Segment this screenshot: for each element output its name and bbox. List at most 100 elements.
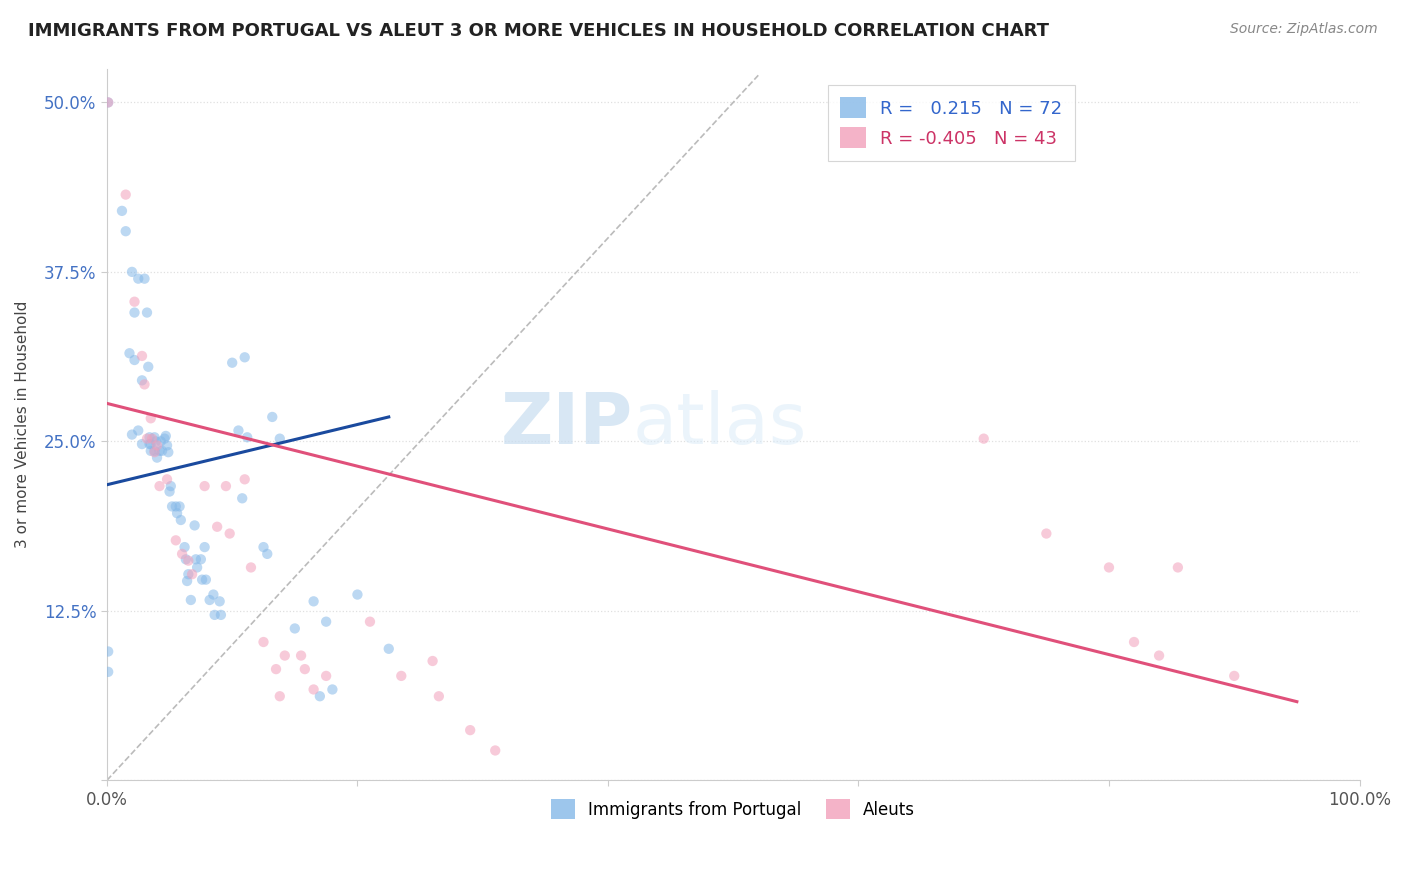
Point	[165, 533, 187, 548]
Point	[191, 573, 214, 587]
Point	[346, 588, 368, 602]
Point	[236, 430, 259, 444]
Point	[143, 443, 166, 458]
Point	[124, 305, 146, 319]
Point	[127, 424, 149, 438]
Point	[252, 635, 274, 649]
Point	[124, 353, 146, 368]
Point	[131, 349, 153, 363]
Point	[190, 552, 212, 566]
Point	[321, 682, 343, 697]
Point	[150, 443, 173, 458]
Point	[183, 518, 205, 533]
Point	[389, 669, 412, 683]
Point	[134, 377, 156, 392]
Point	[97, 95, 120, 110]
Point	[186, 560, 208, 574]
Point	[290, 648, 312, 663]
Point	[1167, 560, 1189, 574]
Y-axis label: 3 or more Vehicles in Household: 3 or more Vehicles in Household	[15, 301, 30, 548]
Point	[458, 723, 481, 738]
Point	[155, 429, 177, 443]
Point	[131, 437, 153, 451]
Point	[114, 187, 136, 202]
Point	[240, 560, 263, 574]
Point	[1223, 669, 1246, 683]
Point	[97, 95, 120, 110]
Point	[427, 690, 450, 704]
Point	[136, 305, 159, 319]
Point	[131, 373, 153, 387]
Point	[159, 484, 181, 499]
Point	[484, 743, 506, 757]
Point	[127, 271, 149, 285]
Point	[156, 472, 179, 486]
Point	[973, 432, 995, 446]
Point	[114, 224, 136, 238]
Point	[198, 593, 221, 607]
Point	[269, 690, 291, 704]
Point	[180, 593, 202, 607]
Point	[118, 346, 141, 360]
Point	[264, 662, 287, 676]
Point	[205, 520, 228, 534]
Point	[138, 430, 160, 444]
Point	[156, 438, 179, 452]
Point	[134, 271, 156, 285]
Point	[1147, 648, 1170, 663]
Point	[136, 432, 159, 446]
Point	[177, 554, 200, 568]
Point	[141, 432, 163, 446]
Point	[233, 351, 256, 365]
Point	[148, 443, 170, 458]
Point	[172, 547, 194, 561]
Point	[139, 411, 162, 425]
Text: Source: ZipAtlas.com: Source: ZipAtlas.com	[1230, 22, 1378, 37]
Point	[121, 427, 143, 442]
Point	[176, 574, 198, 588]
Point	[160, 500, 183, 514]
Point	[170, 513, 193, 527]
Point	[174, 552, 197, 566]
Point	[228, 424, 250, 438]
Point	[204, 607, 226, 622]
Point	[274, 648, 297, 663]
Point	[294, 662, 316, 676]
Point	[221, 356, 243, 370]
Point	[148, 479, 170, 493]
Point	[252, 540, 274, 554]
Point	[143, 430, 166, 444]
Point	[111, 203, 134, 218]
Point	[184, 552, 207, 566]
Point	[121, 265, 143, 279]
Point	[145, 434, 167, 449]
Point	[124, 294, 146, 309]
Point	[422, 654, 444, 668]
Point	[166, 506, 188, 520]
Text: ZIP: ZIP	[501, 390, 633, 458]
Point	[1123, 635, 1146, 649]
Point	[215, 479, 238, 493]
Point	[165, 500, 187, 514]
Point	[136, 359, 159, 374]
Point	[1098, 560, 1121, 574]
Point	[194, 540, 217, 554]
Point	[231, 491, 253, 506]
Point	[149, 434, 172, 449]
Point	[146, 450, 169, 465]
Point	[256, 547, 278, 561]
Text: atlas: atlas	[633, 390, 807, 458]
Point	[194, 479, 217, 493]
Point	[315, 669, 337, 683]
Point	[208, 594, 231, 608]
Point	[146, 438, 169, 452]
Point	[138, 437, 160, 451]
Point	[153, 432, 176, 446]
Point	[159, 479, 181, 493]
Point	[177, 567, 200, 582]
Point	[233, 472, 256, 486]
Point	[97, 644, 120, 658]
Point	[194, 573, 217, 587]
Point	[359, 615, 381, 629]
Legend: Immigrants from Portugal, Aleuts: Immigrants from Portugal, Aleuts	[544, 793, 922, 825]
